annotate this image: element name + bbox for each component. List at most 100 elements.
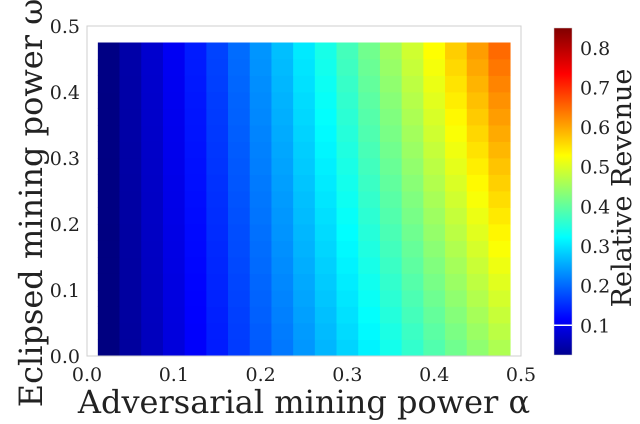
heatmap-cell xyxy=(336,240,359,258)
plot-frame xyxy=(86,25,522,357)
heatmap-cell xyxy=(445,42,468,60)
heatmap-cell xyxy=(293,224,316,241)
heatmap-cell xyxy=(401,158,424,175)
heatmap-cell xyxy=(358,257,381,274)
y-axis-title: Eclipsed mining power ω xyxy=(12,0,50,407)
heatmap-cell xyxy=(119,240,142,258)
heatmap-cell xyxy=(401,174,424,192)
heatmap-cell xyxy=(314,141,337,159)
heatmap-cell xyxy=(162,273,186,291)
heatmap-cell xyxy=(423,174,446,192)
heatmap-cell xyxy=(314,257,337,274)
heatmap-cell xyxy=(488,306,511,324)
heatmap-cell xyxy=(488,92,511,109)
heatmap-cell xyxy=(358,141,381,159)
heatmap-cell xyxy=(466,339,489,357)
heatmap-cell xyxy=(97,42,120,60)
heatmap-cell xyxy=(249,290,272,307)
heatmap-cell xyxy=(162,323,186,340)
heatmap-cell xyxy=(271,207,294,225)
heatmap-cell xyxy=(119,141,142,159)
heatmap-cell xyxy=(488,191,511,208)
heatmap-cell xyxy=(336,290,359,307)
colorbar-ticks: 0.1 0.2 0.3 0.4 0.5 0.6 0.7 0.8 xyxy=(580,38,610,337)
x-tick-label: 0.0 xyxy=(72,364,102,386)
heatmap-cell xyxy=(184,273,207,291)
heatmap-cell xyxy=(184,224,207,241)
heatmap-cell xyxy=(119,290,142,307)
heatmap-cell xyxy=(271,191,294,208)
heatmap-cell xyxy=(184,92,207,109)
heatmap-cell xyxy=(445,141,468,159)
heatmap-cell xyxy=(271,306,294,324)
heatmap-cell xyxy=(358,92,381,109)
heatmap-cell xyxy=(379,257,403,274)
heatmap-cell xyxy=(206,59,229,76)
colorbar-tick-label: 0.7 xyxy=(580,77,610,99)
y-tick-label: 0.3 xyxy=(50,148,80,170)
heatmap-cell xyxy=(141,306,164,324)
heatmap-cell xyxy=(293,92,316,109)
x-axis-title: Adversarial mining power α xyxy=(77,383,530,421)
heatmap-cell xyxy=(379,273,403,291)
heatmap-cell xyxy=(206,240,229,258)
heatmap-cell xyxy=(445,257,468,274)
heatmap-cell xyxy=(358,174,381,192)
heatmap-cell xyxy=(293,174,316,192)
heatmap-cell xyxy=(228,141,251,159)
heatmap-cell xyxy=(119,339,142,357)
heatmap-cell xyxy=(488,59,511,76)
heatmap-cell xyxy=(228,240,251,258)
heatmap-cell xyxy=(206,257,229,274)
heatmap-cell xyxy=(271,273,294,291)
heatmap-cell xyxy=(249,174,272,192)
heatmap-cell xyxy=(466,224,489,241)
heatmap-cell xyxy=(423,75,446,93)
heatmap-cell xyxy=(336,92,359,109)
colorbar-tick-label: 0.6 xyxy=(580,117,610,139)
heatmap-cell xyxy=(271,174,294,192)
heatmap-cell xyxy=(379,158,403,175)
heatmap-cell xyxy=(379,42,403,60)
heatmap-cell xyxy=(488,290,511,307)
heatmap-cell xyxy=(314,108,337,126)
colorbar-tick-label: 0.8 xyxy=(580,38,610,60)
heatmap-cell xyxy=(206,141,229,159)
heatmap-cell xyxy=(119,174,142,192)
colorbar xyxy=(553,27,573,356)
heatmap-cell xyxy=(97,108,120,126)
heatmap-cell xyxy=(249,75,272,93)
heatmap-cell xyxy=(358,224,381,241)
heatmap-cell xyxy=(119,158,142,175)
heatmap-cell xyxy=(206,306,229,324)
heatmap-cell xyxy=(141,339,164,357)
heatmap-cell xyxy=(97,290,120,307)
heatmap-cell xyxy=(401,108,424,126)
heatmap-cell xyxy=(488,158,511,175)
heatmap-cell xyxy=(228,158,251,175)
heatmap-cell xyxy=(249,141,272,159)
heatmap-cell xyxy=(379,306,403,324)
heatmap-cell xyxy=(141,92,164,109)
heatmap-cell xyxy=(358,75,381,93)
heatmap-cell xyxy=(119,59,142,76)
heatmap-cell xyxy=(336,207,359,225)
heatmap-cell xyxy=(184,42,207,60)
heatmap-cell xyxy=(228,257,251,274)
heatmap-cell xyxy=(466,108,489,126)
heatmap-cell xyxy=(162,290,186,307)
heatmap-cell xyxy=(466,257,489,274)
heatmap-cell xyxy=(141,273,164,291)
heatmap-cell xyxy=(271,339,294,357)
heatmap-cell xyxy=(445,191,468,208)
heatmap-cell xyxy=(358,108,381,126)
heatmap-cell xyxy=(466,125,489,142)
heatmap-cell xyxy=(162,191,186,208)
heatmap-cell xyxy=(466,59,489,76)
heatmap-cell xyxy=(249,207,272,225)
heatmap-cell xyxy=(488,257,511,274)
heatmap-cell xyxy=(271,158,294,175)
heatmap-cell xyxy=(379,323,403,340)
heatmap-cell xyxy=(249,339,272,357)
